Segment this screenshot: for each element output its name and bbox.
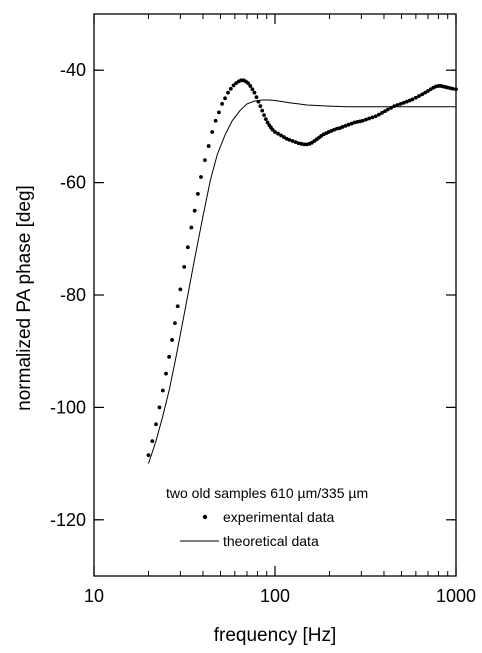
experimental-point: [389, 105, 394, 110]
experimental-point: [196, 191, 200, 196]
experimental-point: [220, 102, 224, 106]
experimental-point: [401, 100, 406, 105]
experimental-point: [296, 141, 301, 146]
experimental-point: [273, 130, 277, 134]
experimental-point: [226, 90, 230, 95]
experimental-point: [252, 90, 257, 95]
experimental-point: [420, 92, 425, 97]
experimental-point: [377, 112, 381, 117]
experimental-point: [164, 371, 168, 376]
experimental-point: [364, 117, 368, 122]
experimental-point: [223, 96, 227, 101]
experimental-point: [423, 90, 427, 95]
experimental-point: [279, 133, 283, 138]
axis-ticks: [93, 14, 457, 576]
x-tick-label: 1000: [436, 586, 476, 606]
experimental-point: [185, 245, 190, 250]
experimental-point: [231, 83, 236, 88]
experimental-point: [263, 117, 268, 121]
experimental-point: [385, 107, 390, 112]
experimental-point: [178, 287, 183, 292]
experimental-point: [217, 110, 221, 115]
experimental-point: [404, 99, 409, 104]
experimental-point: [276, 131, 280, 136]
experimental-point: [349, 121, 354, 126]
experimental-point: [343, 123, 348, 128]
experimental-point: [206, 144, 211, 148]
y-axis-label: normalized PA phase [deg]: [14, 185, 35, 411]
experimental-point: [346, 122, 351, 127]
experimental-point: [246, 81, 250, 86]
experimental-point: [248, 84, 253, 88]
experimental-point: [450, 86, 455, 91]
experimental-point: [395, 103, 400, 107]
legend-label-experimental: experimental data: [223, 509, 335, 525]
experimental-point: [367, 116, 371, 121]
y-tick-label: -80: [60, 285, 86, 305]
experimental-point: [146, 453, 151, 458]
experimental-point: [154, 422, 158, 427]
y-tick-label: -100: [50, 397, 86, 417]
experimental-point: [335, 126, 339, 131]
experimental-point: [189, 225, 194, 230]
experimental-point: [175, 304, 180, 309]
experimental-point: [370, 115, 375, 120]
experimental-point: [417, 94, 421, 98]
legend-label-theoretical: theoretical data: [223, 533, 319, 549]
experimental-point: [258, 104, 263, 109]
theoretical-curve: [148, 99, 456, 464]
experimental-point: [392, 104, 397, 109]
x-tick-label: 10: [84, 586, 104, 606]
experimental-point: [373, 114, 378, 119]
y-tick-label: -40: [60, 60, 86, 80]
experimental-point: [262, 113, 266, 118]
experimental-point: [256, 99, 261, 104]
x-axis-label: frequency [Hz]: [214, 625, 337, 646]
experimental-point: [290, 139, 295, 143]
experimental-point: [426, 89, 430, 93]
experimental-point: [150, 439, 155, 444]
experimental-point: [192, 208, 197, 213]
experimental-point: [410, 97, 415, 102]
experimental-point: [203, 158, 207, 163]
experimental-point: [210, 130, 215, 134]
legend: two old samples 610 µm/335 µm experiment…: [166, 485, 368, 549]
experimental-point: [260, 108, 265, 113]
experimental-point: [250, 87, 255, 92]
y-tick-label: -120: [50, 510, 86, 530]
experimental-point: [287, 137, 292, 142]
experimental-point: [380, 111, 384, 115]
experimental-point: [340, 125, 345, 129]
y-tick-label: -60: [60, 173, 86, 193]
experimental-point: [182, 265, 187, 269]
experimental-point: [228, 86, 233, 91]
experimental-point: [302, 142, 307, 147]
experimental-point: [398, 102, 403, 106]
experimental-point: [199, 175, 203, 179]
experimental-point: [213, 118, 218, 123]
experimental-point: [157, 405, 162, 410]
experimental-point: [282, 135, 286, 139]
legend-marker-experimental: [202, 514, 208, 520]
experimental-point: [383, 109, 387, 114]
experimental-point: [167, 354, 172, 359]
experimental-point: [265, 120, 270, 125]
experimental-point: [293, 140, 298, 145]
experimental-point: [160, 388, 165, 393]
experimental-point: [173, 321, 177, 325]
legend-title: two old samples 610 µm/335 µm: [166, 485, 368, 501]
experimental-series: [146, 78, 458, 458]
experimental-point: [360, 118, 365, 123]
experimental-point: [413, 95, 418, 100]
experimental-point: [170, 338, 174, 342]
experimental-point: [332, 127, 336, 132]
experimental-point: [454, 87, 458, 92]
experimental-point: [270, 127, 275, 132]
theoretical-series: [148, 99, 456, 464]
x-tick-label: 100: [260, 586, 290, 606]
experimental-point: [254, 95, 259, 100]
axis-tick-labels: 10 100 1000 -120 -100 -80 -60 -40: [50, 60, 476, 606]
